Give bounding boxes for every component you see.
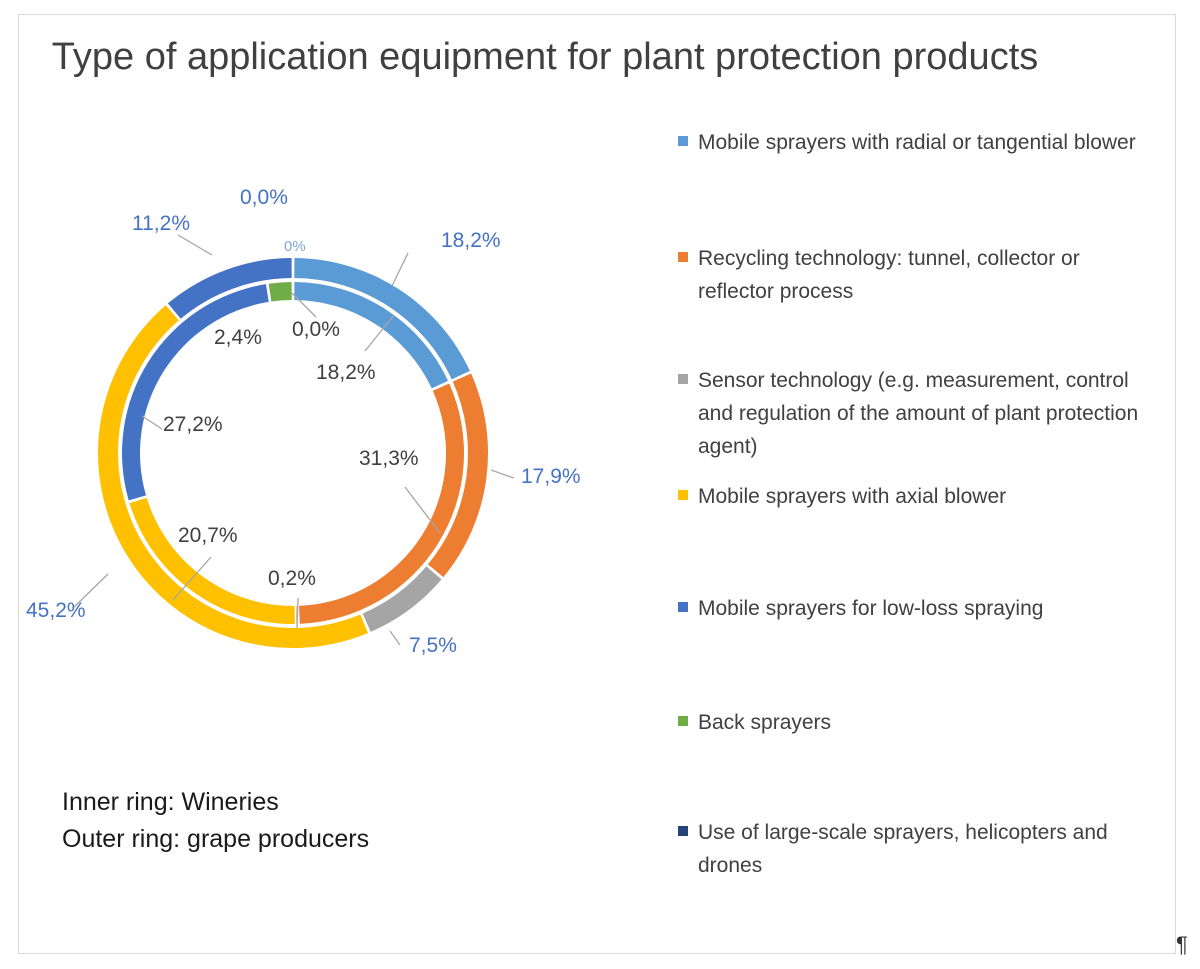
outer-data-label: 0% — [284, 238, 306, 255]
legend-label: Back sprayers — [698, 711, 832, 734]
chart-title: Type of application equipment for plant … — [51, 36, 1039, 78]
inner-data-label: 0,2% — [268, 567, 316, 590]
leader-line — [291, 292, 317, 318]
chart-frame — [18, 14, 1176, 954]
leader-line — [296, 597, 299, 629]
leader-line — [389, 630, 401, 646]
data-labels: 18,2% 17,9% 7,5% 45,2% 11,2% 0,0% 0% 18,2% 31,3%… — [26, 186, 581, 657]
legend-label: Sensor technology (e.g. measurement, con… — [698, 369, 1139, 458]
leader-lines — [72, 234, 515, 646]
inner-data-label: 2,4% — [214, 326, 262, 349]
legend-swatch — [678, 374, 688, 384]
inner-ring-segment — [294, 282, 449, 389]
leader-line — [364, 314, 395, 352]
leader-line — [72, 573, 109, 609]
inner-ring — [121, 282, 464, 624]
inner-ring-segment — [268, 282, 292, 302]
outer-data-label: 17,9% — [521, 465, 581, 488]
outer-ring-segment — [167, 258, 292, 319]
outer-data-label: 11,2% — [132, 212, 190, 235]
leader-line — [490, 469, 515, 479]
outer-data-label: 18,2% — [441, 229, 501, 252]
outer-ring-note: Outer ring: grape producers — [62, 825, 370, 853]
legend-label: Mobile sprayers with axial blower — [698, 485, 1007, 508]
inner-data-label: 31,3% — [359, 447, 419, 470]
outer-data-label: 7,5% — [409, 634, 457, 657]
ring-notes: Inner ring: Wineries Outer ring: grape p… — [62, 784, 369, 858]
leader-line — [141, 415, 163, 430]
leader-line — [391, 252, 409, 287]
legend-swatch — [678, 136, 688, 146]
outer-ring — [98, 258, 488, 648]
leader-line — [177, 234, 213, 256]
legend-swatch — [678, 490, 688, 500]
outer-data-label: 45,2% — [26, 599, 86, 622]
inner-data-label: 27,2% — [163, 413, 223, 436]
leader-line — [404, 486, 441, 534]
legend-label: Mobile sprayers with radial or tangentia… — [698, 131, 1136, 154]
inner-data-label: 20,7% — [178, 524, 238, 547]
inner-ring-segment — [299, 383, 464, 624]
leader-line — [172, 556, 212, 601]
legend-label: Recycling technology: tunnel, collector … — [698, 247, 1080, 303]
outer-data-label: 0,0% — [240, 186, 288, 209]
outer-ring-segment — [427, 373, 488, 578]
legend: Mobile sprayers with radial or tangentia… — [678, 126, 1158, 896]
outer-ring-segment — [294, 258, 470, 380]
inner-ring-segment — [121, 284, 269, 501]
legend-swatch — [678, 716, 688, 726]
legend-label: Mobile sprayers for low-loss spraying — [698, 597, 1044, 620]
legend-swatch — [678, 826, 688, 836]
legend-swatch — [678, 252, 688, 262]
pilcrow-mark: ¶ — [1176, 932, 1188, 957]
legend-label: Use of large-scale sprayers, helicopters… — [698, 821, 1108, 877]
legend-swatch — [678, 602, 688, 612]
outer-ring-segment — [362, 566, 442, 632]
inner-data-label: 0,0% — [292, 318, 340, 341]
inner-ring-note: Inner ring: Wineries — [62, 788, 279, 816]
inner-data-label: 18,2% — [316, 361, 376, 384]
inner-ring-segment — [129, 497, 295, 624]
